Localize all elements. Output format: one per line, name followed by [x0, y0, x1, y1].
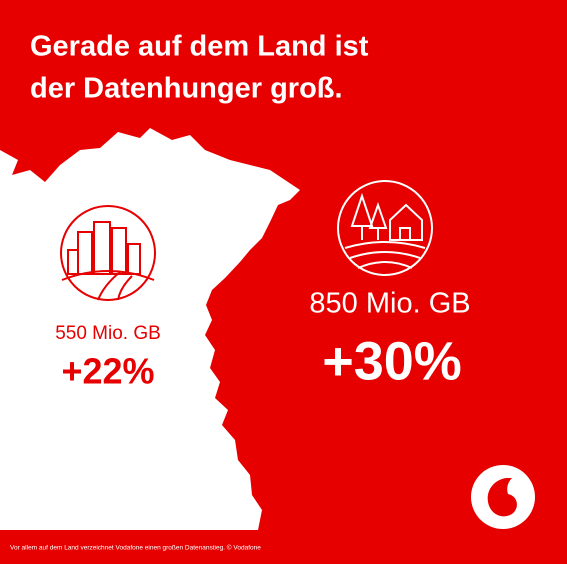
country-volume: 850 Mio. GB — [309, 288, 470, 320]
country-icon — [337, 180, 433, 276]
footer-note: Vor allem auf dem Land verzeichnet Vodaf… — [10, 544, 261, 552]
title-line: Gerade auf dem Land ist — [30, 31, 369, 63]
city-growth: +22% — [61, 351, 154, 392]
city-volume: 550 Mio. GB — [55, 323, 161, 344]
map-region — [0, 128, 300, 530]
country-growth: +30% — [322, 331, 462, 391]
city-icon — [60, 205, 156, 301]
title-line: der Datenhunger groß. — [30, 73, 343, 105]
vodafone-logo — [471, 465, 535, 529]
